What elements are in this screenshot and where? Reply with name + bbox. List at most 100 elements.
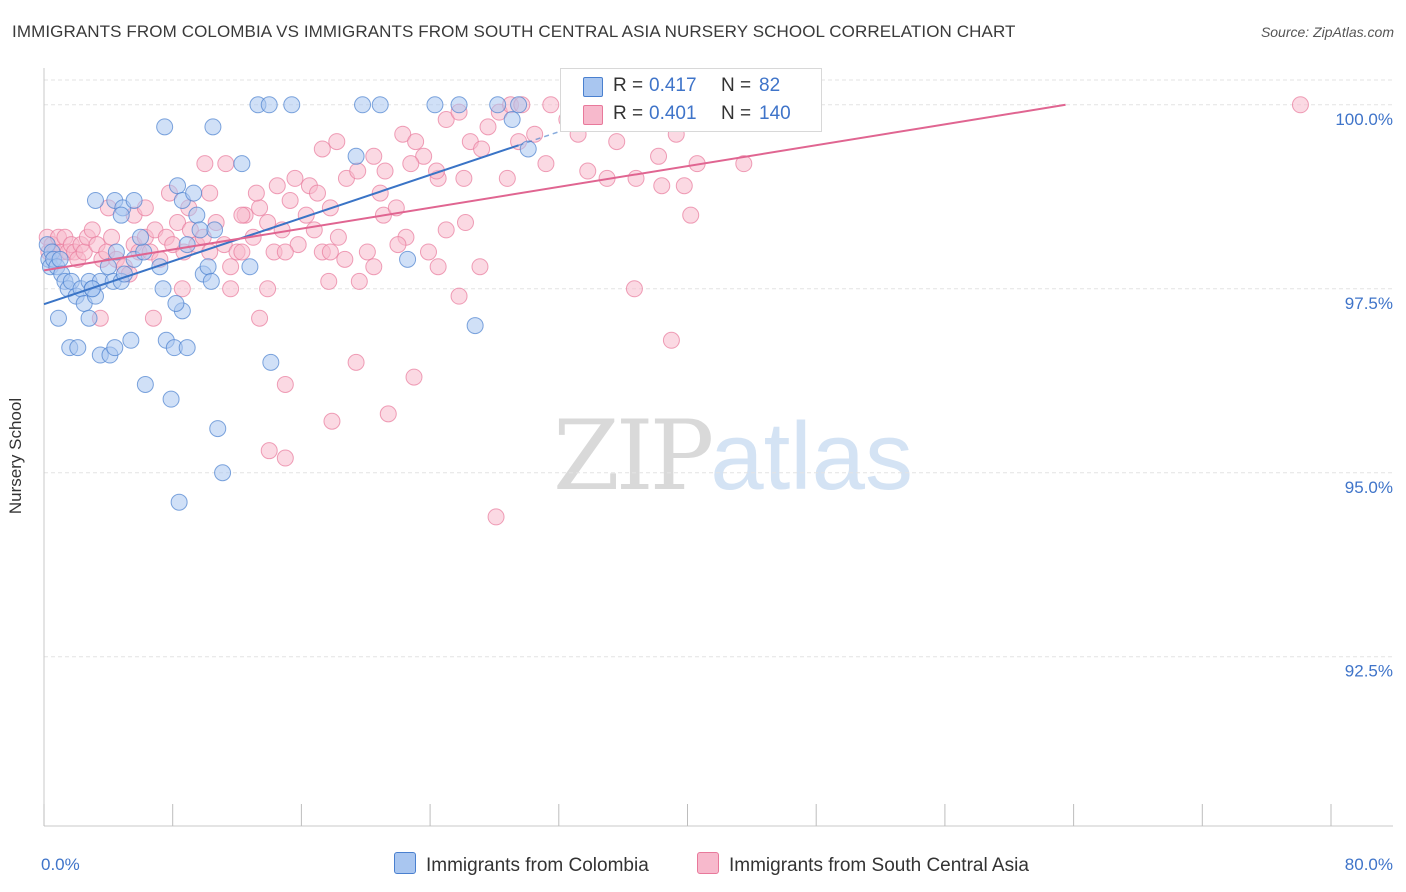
data-point-asia bbox=[662, 331, 680, 349]
data-point-asia bbox=[437, 111, 455, 129]
data-point-asia bbox=[450, 287, 468, 305]
data-point-colombia bbox=[169, 177, 187, 195]
data-point-asia bbox=[653, 177, 671, 195]
data-point-colombia bbox=[185, 184, 203, 202]
data-point-asia bbox=[313, 140, 331, 158]
data-point-colombia bbox=[283, 96, 301, 114]
data-point-colombia bbox=[510, 96, 528, 114]
data-point-asia bbox=[247, 184, 265, 202]
data-point-asia bbox=[376, 162, 394, 180]
data-point-asia bbox=[201, 184, 219, 202]
data-point-colombia bbox=[178, 339, 196, 357]
data-point-colombia bbox=[347, 147, 365, 165]
data-point-asia bbox=[389, 236, 407, 254]
legend-r-value: 0.417 bbox=[649, 75, 697, 96]
data-point-colombia bbox=[122, 331, 140, 349]
data-point-asia bbox=[196, 155, 214, 173]
legend-n-label: N = bbox=[721, 75, 752, 96]
legend-item-colombia[interactable]: Immigrants from Colombia bbox=[394, 852, 649, 877]
data-point-asia bbox=[542, 96, 560, 114]
data-point-colombia bbox=[136, 375, 154, 393]
data-point-asia bbox=[371, 184, 389, 202]
data-point-colombia bbox=[204, 118, 222, 136]
data-point-asia bbox=[323, 412, 341, 430]
data-point-colombia bbox=[80, 309, 98, 327]
data-point-asia bbox=[358, 243, 376, 261]
legend-swatch-colombia bbox=[583, 77, 603, 97]
data-point-asia bbox=[682, 206, 700, 224]
data-point-asia bbox=[276, 243, 294, 261]
data-point-asia bbox=[276, 375, 294, 393]
data-point-asia bbox=[419, 243, 437, 261]
data-point-colombia bbox=[170, 493, 188, 511]
series-legend: Immigrants from Colombia Immigrants from… bbox=[0, 852, 1406, 878]
data-point-colombia bbox=[426, 96, 444, 114]
data-point-colombia bbox=[214, 464, 232, 482]
legend-r-label: R = bbox=[613, 103, 644, 124]
legend-r-label: R = bbox=[613, 75, 644, 96]
data-point-colombia bbox=[262, 353, 280, 371]
data-point-colombia bbox=[399, 250, 417, 268]
data-point-colombia bbox=[354, 96, 372, 114]
data-point-asia bbox=[675, 177, 693, 195]
data-point-asia bbox=[320, 272, 338, 290]
data-point-asia bbox=[487, 508, 505, 526]
data-point-asia bbox=[526, 125, 544, 143]
data-point-asia bbox=[233, 206, 251, 224]
data-point-asia bbox=[455, 169, 473, 187]
data-point-asia bbox=[365, 258, 383, 276]
data-point-asia bbox=[321, 243, 339, 261]
data-point-asia bbox=[456, 214, 474, 232]
data-point-asia bbox=[479, 118, 497, 136]
data-point-asia bbox=[260, 442, 278, 460]
data-point-asia bbox=[286, 169, 304, 187]
data-point-asia bbox=[650, 147, 668, 165]
y-tick-label: 95.0% bbox=[1345, 478, 1393, 497]
data-point-asia bbox=[222, 258, 240, 276]
y-axis-label: Nursery School bbox=[6, 397, 25, 515]
data-point-asia bbox=[336, 250, 354, 268]
y-tick-label: 97.5% bbox=[1345, 294, 1393, 313]
data-point-asia bbox=[394, 125, 412, 143]
data-point-asia bbox=[251, 309, 269, 327]
data-point-asia bbox=[437, 221, 455, 239]
data-point-asia bbox=[305, 221, 323, 239]
data-point-colombia bbox=[191, 221, 209, 239]
data-point-asia bbox=[625, 280, 643, 298]
data-point-colombia bbox=[51, 250, 69, 268]
data-point-asia bbox=[297, 206, 315, 224]
legend-r-value: 0.401 bbox=[649, 103, 697, 124]
x-tick-label: 80.0% bbox=[1345, 855, 1393, 874]
data-point-asia bbox=[379, 405, 397, 423]
correlation-legend: R = 0.417 N = 82 R = 0.401 N = 140 bbox=[560, 68, 822, 132]
legend-item-asia[interactable]: Immigrants from South Central Asia bbox=[697, 852, 1029, 877]
data-point-colombia bbox=[209, 420, 227, 438]
data-point-colombia bbox=[49, 309, 67, 327]
data-point-asia bbox=[429, 258, 447, 276]
data-point-asia bbox=[473, 140, 491, 158]
data-point-asia bbox=[276, 449, 294, 467]
data-point-asia bbox=[233, 243, 251, 261]
data-point-asia bbox=[259, 280, 277, 298]
data-point-colombia bbox=[202, 272, 220, 290]
data-point-colombia bbox=[489, 96, 507, 114]
data-point-asia bbox=[349, 162, 367, 180]
data-point-colombia bbox=[450, 96, 468, 114]
data-point-colombia bbox=[162, 390, 180, 408]
data-point-asia bbox=[579, 162, 597, 180]
data-point-asia bbox=[347, 353, 365, 371]
trend-line-asia bbox=[43, 103, 1066, 272]
data-point-asia bbox=[259, 214, 277, 232]
data-point-asia bbox=[402, 155, 420, 173]
legend-swatch-colombia bbox=[394, 852, 416, 874]
legend-swatch-asia bbox=[583, 105, 603, 125]
data-point-colombia bbox=[233, 155, 251, 173]
data-point-asia bbox=[268, 177, 286, 195]
legend-n-value: 140 bbox=[759, 103, 791, 124]
data-point-asia bbox=[405, 368, 423, 386]
data-point-colombia bbox=[503, 111, 521, 129]
data-point-colombia bbox=[112, 206, 130, 224]
x-tick-label: 0.0% bbox=[41, 855, 80, 874]
data-point-colombia bbox=[107, 243, 125, 261]
legend-label-asia: Immigrants from South Central Asia bbox=[729, 855, 1029, 876]
